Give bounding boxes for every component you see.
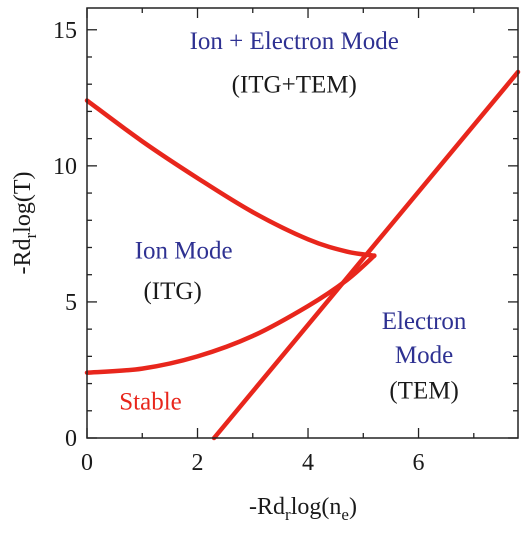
y-tick-label: 0 — [65, 426, 77, 452]
electron-boundary-line — [214, 72, 518, 438]
x-tick-label: 4 — [302, 450, 314, 476]
annotations: Ion + Electron Mode (ITG+TEM) Ion Mode (ITG… — [119, 28, 467, 416]
x-axis-label: -Rdrlog(ne) — [249, 494, 357, 524]
y-tick-label: 5 — [65, 290, 77, 316]
electron-title-2: Mode — [395, 342, 453, 369]
y-tick-label: 15 — [53, 18, 77, 44]
x-tick-label: 0 — [81, 450, 93, 476]
upper-boundary-curve — [87, 101, 374, 256]
y-axis-label: -Rdrlog(T) — [10, 172, 40, 275]
ion-electron-title: Ion + Electron Mode — [190, 28, 399, 55]
x-tick-label: 2 — [192, 450, 204, 476]
ion-title: Ion Mode — [135, 237, 233, 264]
electron-title-1: Electron — [382, 308, 467, 335]
stable-label: Stable — [119, 388, 182, 415]
electron-sub: (TEM) — [389, 378, 458, 405]
ion-electron-sub: (ITG+TEM) — [232, 71, 357, 98]
x-tick-label: 6 — [413, 450, 425, 476]
ion-sub: (ITG) — [143, 278, 201, 305]
lower-boundary-curve — [87, 256, 374, 373]
y-tick-label: 10 — [53, 154, 77, 180]
